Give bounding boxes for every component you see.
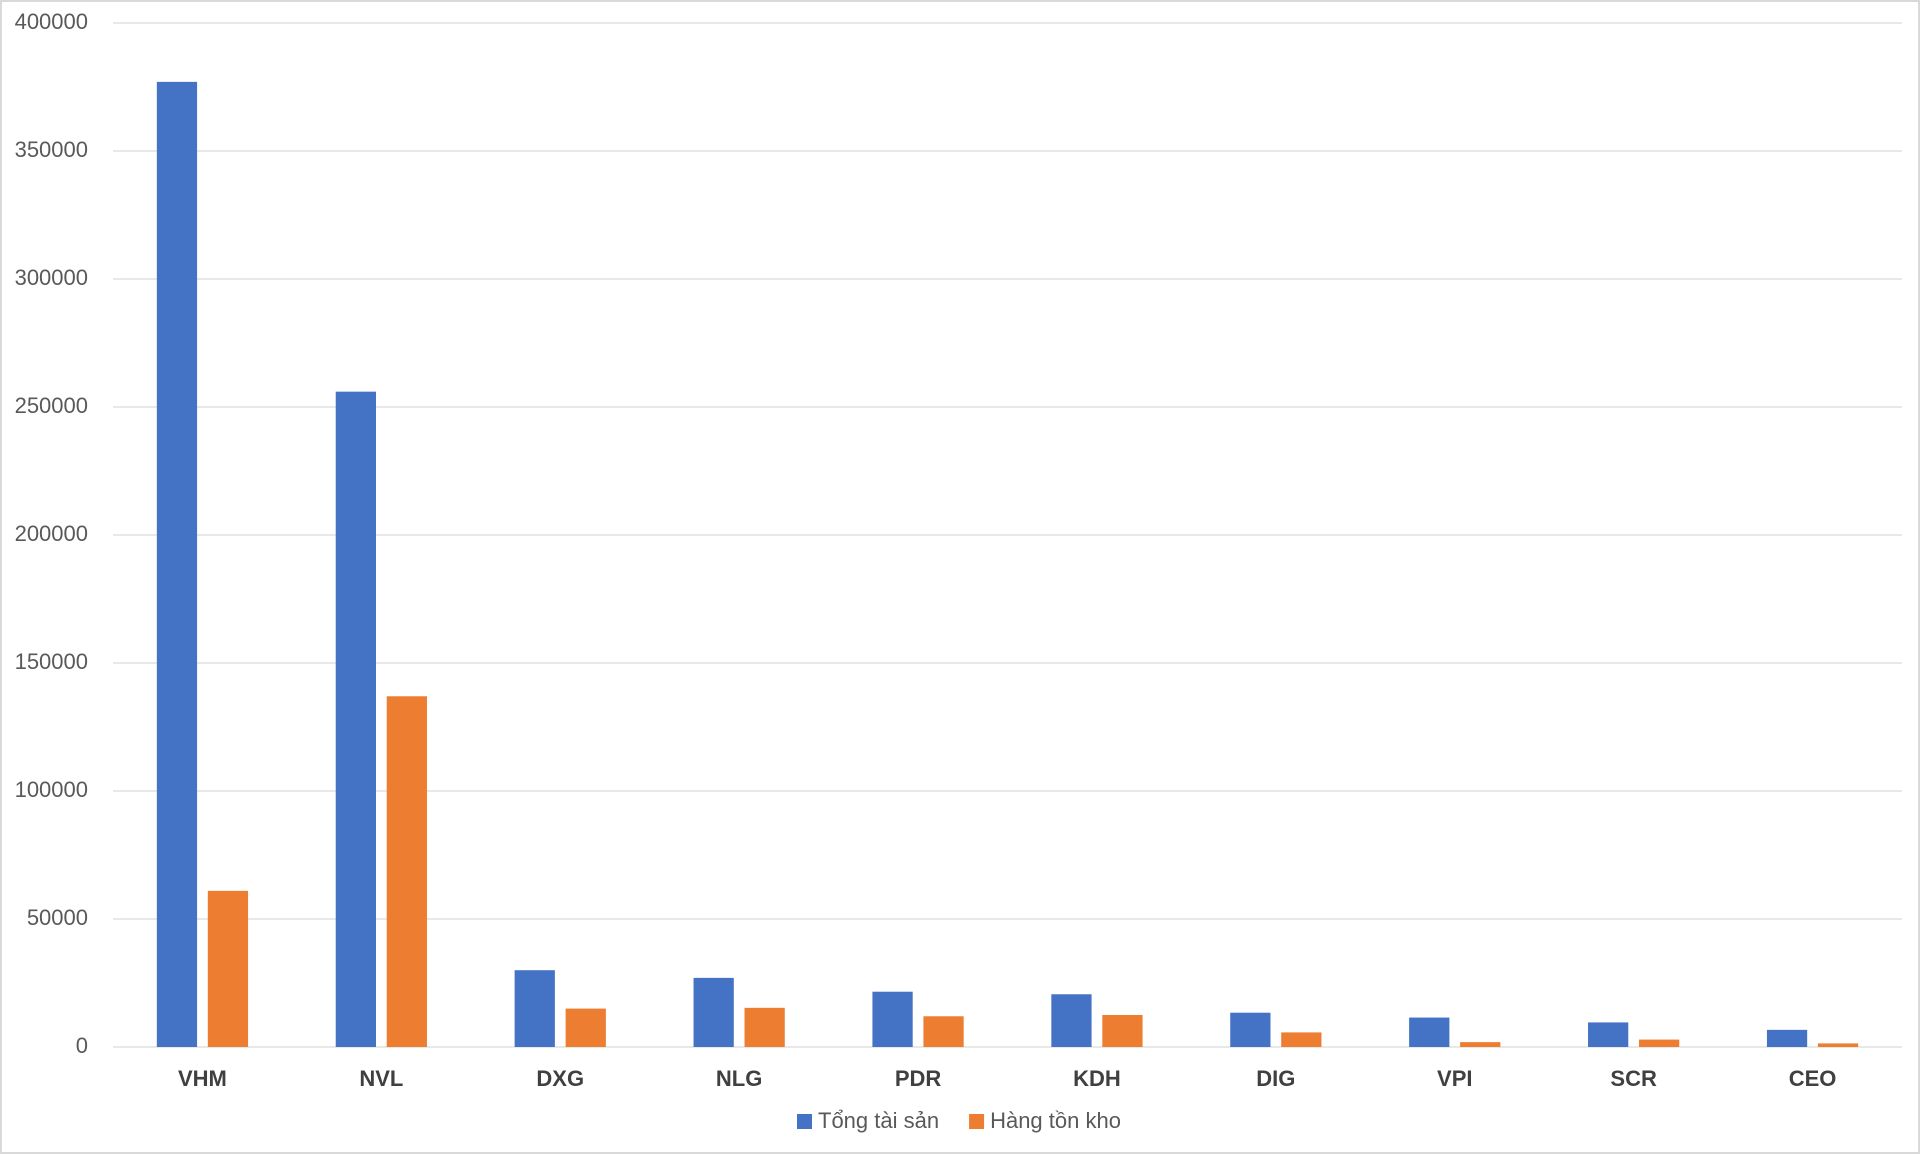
- x-tick-label: CEO: [1789, 1066, 1837, 1091]
- x-tick-label: SCR: [1610, 1066, 1657, 1091]
- bar: [565, 1008, 606, 1047]
- bar: [693, 977, 734, 1047]
- bar: [872, 991, 913, 1047]
- bar: [386, 696, 427, 1047]
- bar: [1766, 1029, 1808, 1047]
- bar: [1817, 1043, 1859, 1047]
- x-tick-label: VHM: [178, 1066, 227, 1091]
- x-tick-label: DIG: [1256, 1066, 1295, 1091]
- y-tick-label: 200000: [15, 521, 88, 546]
- x-tick-label: DXG: [536, 1066, 584, 1091]
- bar: [923, 1016, 964, 1047]
- bar: [1102, 1015, 1143, 1047]
- y-tick-label: 50000: [27, 905, 88, 930]
- bar: [744, 1007, 785, 1047]
- legend-label: Tổng tài sản: [818, 1108, 939, 1133]
- legend-label: Hàng tồn kho: [990, 1108, 1121, 1133]
- x-tick-label: KDH: [1073, 1066, 1121, 1091]
- bar: [335, 391, 376, 1047]
- y-tick-label: 400000: [15, 9, 88, 34]
- bar: [1281, 1032, 1322, 1047]
- x-tick-label: PDR: [895, 1066, 942, 1091]
- bar: [1409, 1017, 1450, 1047]
- bar: [1230, 1012, 1271, 1047]
- bar: [1051, 994, 1092, 1047]
- y-tick-label: 300000: [15, 265, 88, 290]
- y-tick-label: 350000: [15, 137, 88, 162]
- legend-swatch: [797, 1114, 812, 1129]
- x-tick-label: NLG: [716, 1066, 762, 1091]
- x-tick-label: NVL: [359, 1066, 403, 1091]
- bar: [207, 890, 249, 1047]
- y-tick-label: 0: [76, 1033, 88, 1058]
- bar: [514, 970, 555, 1047]
- y-tick-label: 150000: [15, 649, 88, 674]
- bar: [1588, 1022, 1629, 1047]
- x-tick-label: VPI: [1437, 1066, 1472, 1091]
- bar: [156, 81, 198, 1047]
- y-tick-label: 100000: [15, 777, 88, 802]
- bar: [1460, 1042, 1501, 1047]
- y-tick-label: 250000: [15, 393, 88, 418]
- legend-swatch: [969, 1114, 985, 1129]
- bar: [1639, 1039, 1680, 1047]
